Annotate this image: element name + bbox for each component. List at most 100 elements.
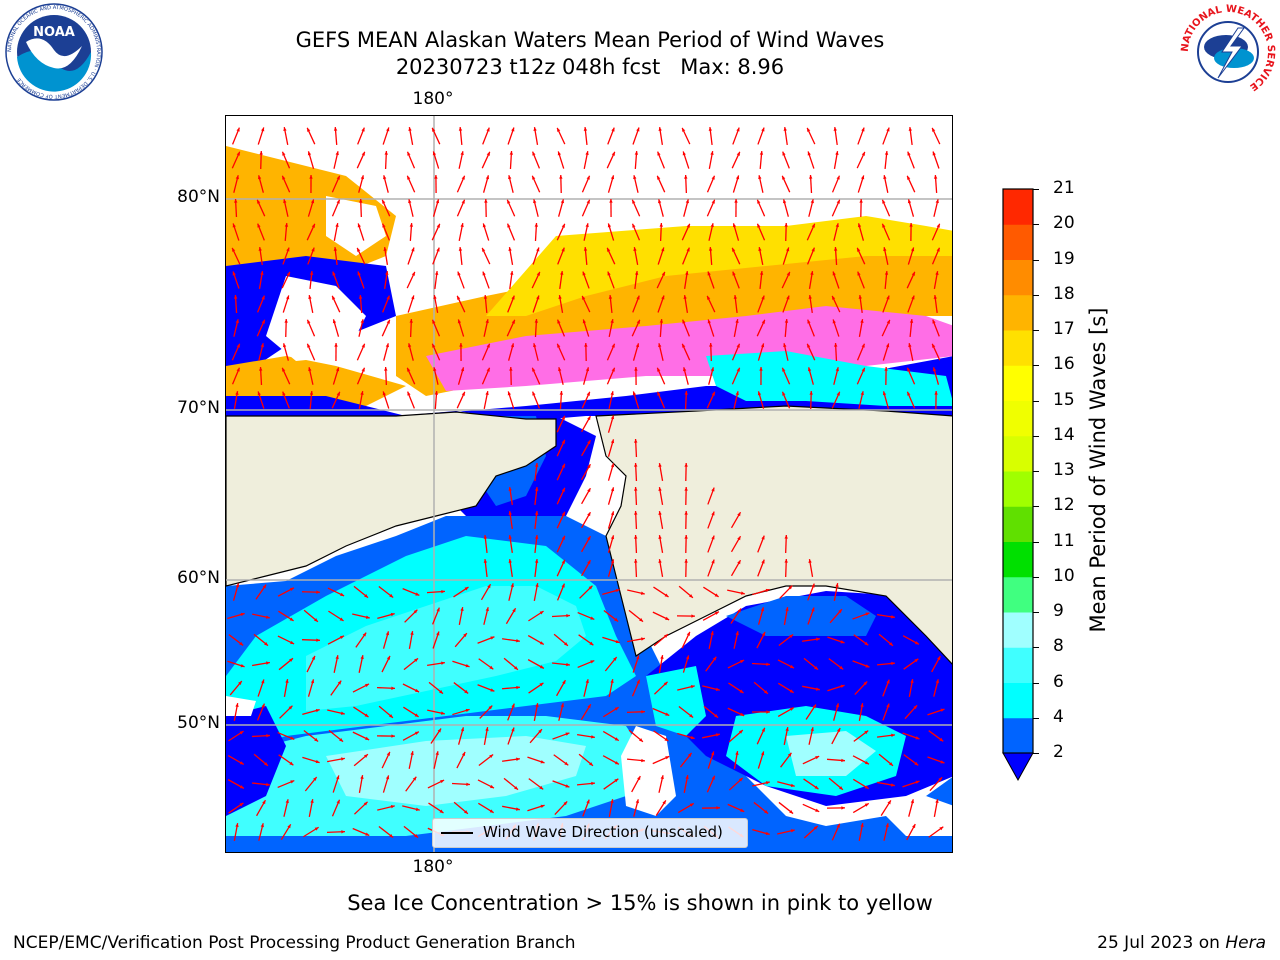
wave-arrow-head xyxy=(532,151,536,156)
wave-arrow-head xyxy=(587,488,591,493)
wave-arrow-head xyxy=(557,343,561,348)
wave-arrow-head xyxy=(689,803,694,807)
wave-arrow-head xyxy=(415,807,420,811)
wave-arrow-head xyxy=(507,199,511,204)
colorbar-segment xyxy=(1003,576,1033,613)
wave-arrow-head xyxy=(841,806,845,810)
wave-arrow-head xyxy=(485,607,489,612)
wave-arrow-head xyxy=(361,151,365,156)
wave-arrow-head xyxy=(533,127,537,131)
noaa-logo: NATIONAL OCEANIC AND ATMOSPHERIC ADMINIS… xyxy=(5,3,103,101)
wave-arrow-head xyxy=(813,825,818,830)
wave-arrow-head xyxy=(307,343,311,348)
wave-arrow-head xyxy=(364,713,369,717)
wave-arrow-head xyxy=(760,751,765,756)
wave-arrow-head xyxy=(784,559,788,563)
wave-arrow-head xyxy=(912,824,916,829)
wave-arrow-head xyxy=(787,752,792,757)
wave-arrow-head xyxy=(682,319,686,324)
wave-arrow-head xyxy=(835,223,839,228)
wave-arrow-head xyxy=(615,639,620,644)
wave-arrow-head xyxy=(490,636,495,640)
wave-arrow-head xyxy=(936,223,940,228)
wave-arrow-head xyxy=(340,711,345,715)
colorbar-tick-label: 8 xyxy=(1053,636,1064,657)
wave-arrow-head xyxy=(490,688,495,692)
wave-arrow-head xyxy=(414,713,419,717)
wave-arrow-head xyxy=(332,319,337,324)
wave-arrow-head xyxy=(736,127,740,132)
wave-arrow-head xyxy=(785,607,789,612)
wave-arrow-head xyxy=(507,391,512,396)
wave-arrow-head xyxy=(390,612,395,617)
wave-arrow-head xyxy=(860,175,865,180)
wave-arrow-head xyxy=(561,415,565,420)
wave-arrow-head xyxy=(383,175,387,180)
wave-arrow-head xyxy=(464,587,469,591)
wave-arrow-head xyxy=(386,751,390,756)
colorbar xyxy=(1002,188,1034,782)
land xyxy=(226,405,952,665)
footer-host: Hera xyxy=(1225,933,1266,953)
wave-arrow-head xyxy=(935,271,939,276)
wave-arrow-head xyxy=(835,367,839,372)
wave-arrow-head xyxy=(587,704,591,709)
wave-arrow-head xyxy=(509,367,513,371)
wave-arrow-head xyxy=(732,247,736,252)
wave-arrow-head xyxy=(915,736,920,740)
wave-arrow-head xyxy=(539,611,544,615)
wave-arrow-head xyxy=(432,319,436,324)
wave-arrow-head xyxy=(564,642,568,646)
wave-arrow-head xyxy=(561,511,565,516)
wave-arrow-head xyxy=(336,391,340,396)
wave-arrow-head xyxy=(689,594,693,598)
wave-arrow-head xyxy=(258,247,262,251)
wave-arrow-head xyxy=(609,199,613,203)
wave-arrow-head xyxy=(261,295,265,300)
wave-arrow-head xyxy=(260,823,264,828)
wave-arrow-head xyxy=(884,151,889,155)
wave-arrow-head xyxy=(684,535,688,539)
wave-arrow-head xyxy=(715,733,720,737)
colorbar-tick-label: 13 xyxy=(1053,460,1075,480)
wave-arrow-head xyxy=(313,777,317,781)
wave-arrow-head xyxy=(707,271,711,276)
wave-arrow-head xyxy=(257,391,261,396)
colorbar-segment xyxy=(1003,541,1033,578)
wave-arrow-head xyxy=(287,824,291,829)
colorbar-tick-mark xyxy=(1033,682,1039,684)
wave-arrow-head xyxy=(611,151,615,156)
wave-arrow-head xyxy=(235,391,239,395)
wave-arrow-head xyxy=(333,127,338,131)
colorbar-segment xyxy=(1003,647,1033,683)
wave-arrow-head xyxy=(857,271,861,276)
wave-arrow-head xyxy=(441,661,445,665)
wave-arrow-head xyxy=(535,583,539,588)
wave-arrow-head xyxy=(561,487,565,492)
wave-arrow-head xyxy=(483,535,488,539)
wave-arrow-head xyxy=(864,760,869,765)
wave-arrow-head xyxy=(508,559,512,563)
wave-arrow-head xyxy=(259,151,263,155)
wave-arrow-head xyxy=(436,631,440,636)
wave-arrow-head xyxy=(684,559,688,563)
wave-arrow-head xyxy=(907,391,911,396)
wave-arrow-head xyxy=(863,681,868,686)
wave-arrow-head xyxy=(386,127,390,132)
wave-arrow-head xyxy=(261,679,265,684)
wave-arrow-head xyxy=(734,199,738,203)
wave-arrow-head xyxy=(434,175,438,179)
wave-arrow-head xyxy=(408,199,412,204)
wave-arrow-head xyxy=(815,756,820,760)
wave-arrow-head xyxy=(765,831,770,836)
wave-arrow-head xyxy=(911,271,915,276)
wave-arrow-head xyxy=(458,127,463,131)
wave-arrow-head xyxy=(336,199,340,204)
wave-arrow-head xyxy=(307,151,312,156)
wave-arrow-head xyxy=(914,658,919,663)
wave-arrow-head xyxy=(634,487,638,491)
wave-arrow-head xyxy=(710,631,714,636)
wave-arrow-head xyxy=(885,823,889,828)
wave-arrow-head xyxy=(536,295,540,300)
colorbar-tick-mark xyxy=(1033,753,1039,754)
